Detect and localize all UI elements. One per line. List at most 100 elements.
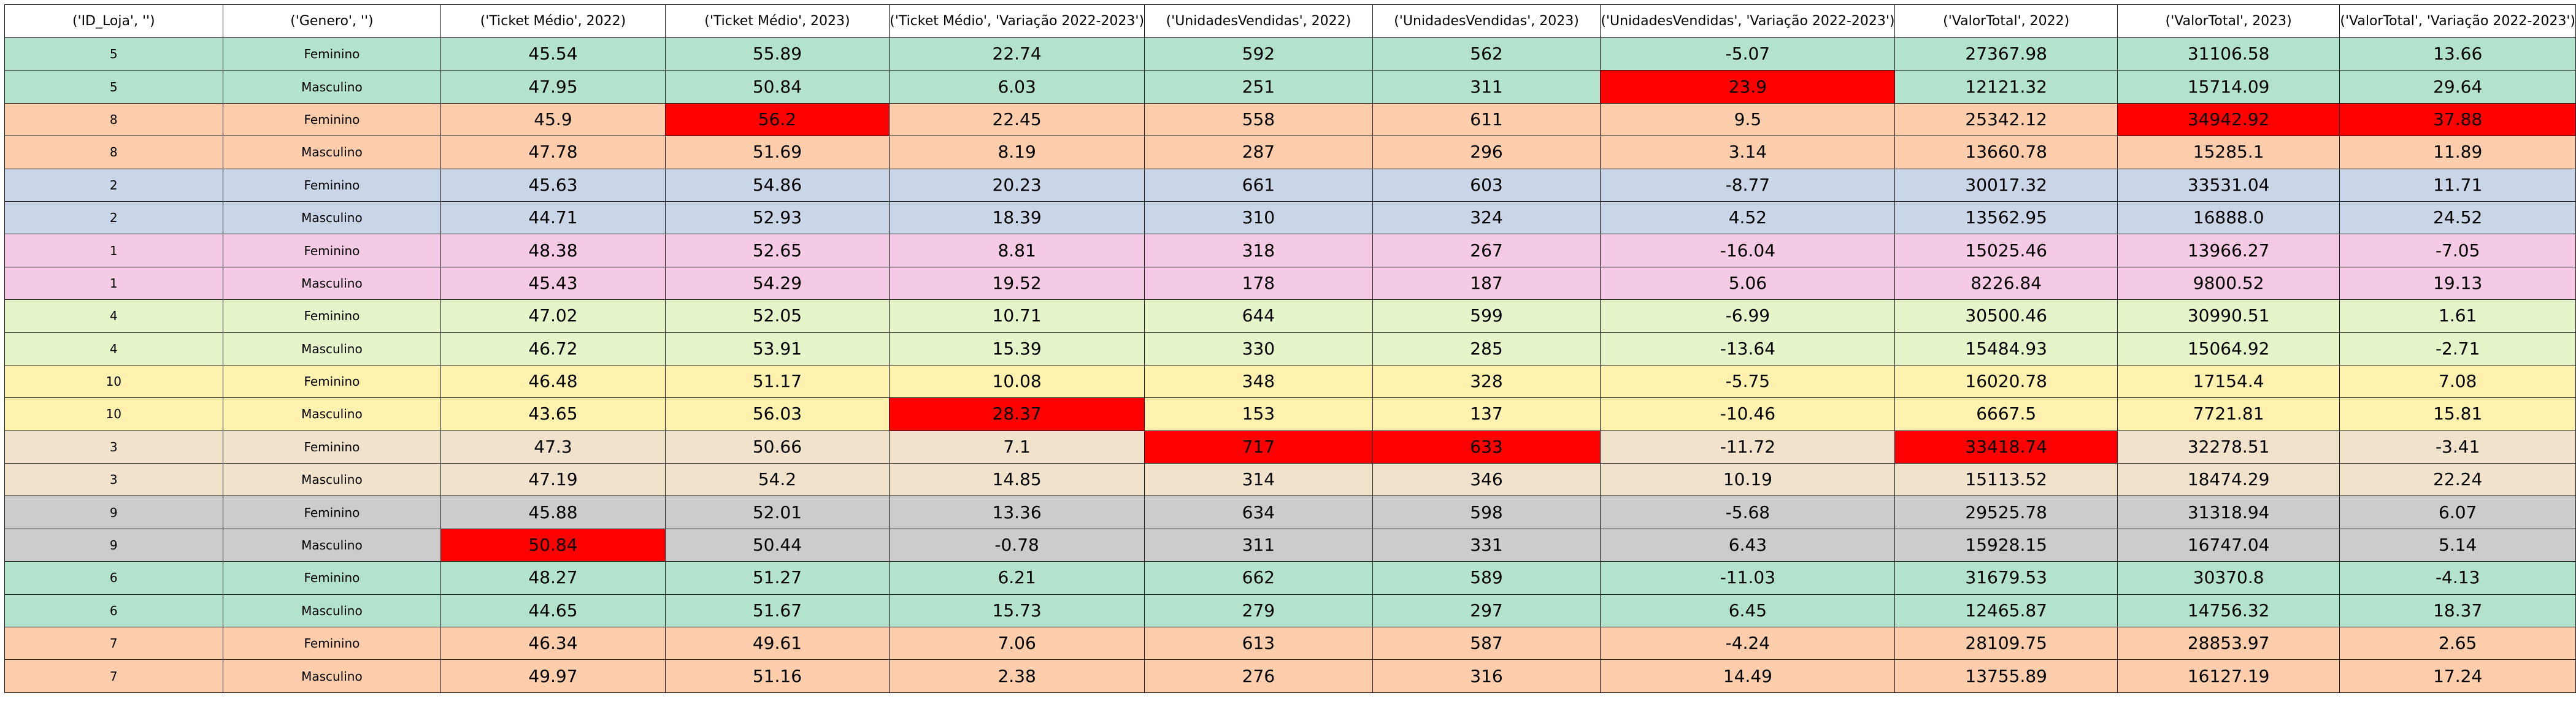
table-cell: 592 bbox=[1144, 37, 1373, 71]
table-cell: Feminino bbox=[222, 364, 442, 399]
table-cell: 6.21 bbox=[889, 561, 1145, 595]
table-cell: 10.08 bbox=[889, 364, 1145, 399]
table-cell: 47.3 bbox=[440, 430, 666, 464]
table-cell: 346 bbox=[1372, 463, 1601, 497]
table-cell: 13562.95 bbox=[1894, 201, 2118, 235]
table-cell: 8 bbox=[4, 102, 223, 137]
table-cell: Masculino bbox=[222, 332, 442, 365]
table-cell: 8.19 bbox=[889, 136, 1145, 169]
table-cell: 52.05 bbox=[664, 299, 890, 333]
table-cell: 28.37 bbox=[889, 397, 1145, 431]
table-cell: 54.86 bbox=[664, 168, 890, 202]
table-cell: 45.43 bbox=[440, 266, 666, 300]
table-cell: 37.88 bbox=[2339, 102, 2576, 137]
table-row: 6 Feminino 48.27 51.27 6.21 662 589 -11.03 31679… bbox=[4, 561, 2576, 595]
table-cell: 31106.58 bbox=[2117, 37, 2340, 71]
table-cell: 633 bbox=[1372, 430, 1601, 464]
table-row: 10 Feminino 46.48 51.17 10.08 348 328 -5.75 1602… bbox=[4, 364, 2576, 399]
table-row: 8 Masculino 47.78 51.69 8.19 287 296 3.14 13660.… bbox=[4, 136, 2576, 169]
table-cell: 7.1 bbox=[889, 430, 1145, 464]
table-cell: 13755.89 bbox=[1894, 659, 2118, 693]
table-cell: 330 bbox=[1144, 332, 1373, 365]
table-cell: -4.24 bbox=[1600, 627, 1896, 660]
table-cell: 311 bbox=[1372, 70, 1601, 104]
table-cell: 15064.92 bbox=[2117, 332, 2340, 365]
table-cell: -5.68 bbox=[1600, 495, 1896, 529]
table-cell: Masculino bbox=[222, 70, 442, 104]
table-cell: 6.45 bbox=[1600, 594, 1896, 628]
table-cell: -6.99 bbox=[1600, 299, 1896, 333]
table-cell: 46.72 bbox=[440, 332, 666, 365]
table-cell: 276 bbox=[1144, 659, 1373, 693]
table-cell: 54.29 bbox=[664, 266, 890, 300]
table-cell: Masculino bbox=[222, 463, 442, 497]
table-cell: 46.34 bbox=[440, 627, 666, 660]
table-cell: -4.13 bbox=[2339, 561, 2576, 595]
table-cell: 662 bbox=[1144, 561, 1373, 595]
table-cell: 51.27 bbox=[664, 561, 890, 595]
table-cell: 17.24 bbox=[2339, 659, 2576, 693]
table-cell: 50.44 bbox=[664, 528, 890, 562]
table-row: 2 Masculino 44.71 52.93 18.39 310 324 4.52 13562… bbox=[4, 201, 2576, 235]
table-cell: 32278.51 bbox=[2117, 430, 2340, 464]
table-cell: Feminino bbox=[222, 234, 442, 267]
table-cell: 22.24 bbox=[2339, 463, 2576, 497]
table-cell: 5 bbox=[4, 70, 223, 104]
table-cell: 634 bbox=[1144, 495, 1373, 529]
table-row: 3 Feminino 47.3 50.66 7.1 717 633 -11.72 33418.7… bbox=[4, 430, 2576, 464]
table-cell: 7721.81 bbox=[2117, 397, 2340, 431]
table-cell: 9800.52 bbox=[2117, 266, 2340, 300]
table-cell: 661 bbox=[1144, 168, 1373, 202]
table-row: 5 Masculino 47.95 50.84 6.03 251 311 23.9 12121.… bbox=[4, 70, 2576, 104]
table-cell: 7.06 bbox=[889, 627, 1145, 660]
table-cell: 19.13 bbox=[2339, 266, 2576, 300]
table-cell: 10 bbox=[4, 397, 223, 431]
table-cell: Masculino bbox=[222, 201, 442, 235]
table-cell: 56.2 bbox=[664, 102, 890, 137]
table-cell: 2.38 bbox=[889, 659, 1145, 693]
column-header: ('UnidadesVendidas', 2023) bbox=[1372, 4, 1601, 38]
table-cell: 6 bbox=[4, 594, 223, 628]
table-cell: 4 bbox=[4, 299, 223, 333]
table-cell: 52.93 bbox=[664, 201, 890, 235]
table-cell: Masculino bbox=[222, 266, 442, 300]
table-cell: -10.46 bbox=[1600, 397, 1896, 431]
table-cell: 13966.27 bbox=[2117, 234, 2340, 267]
table-cell: 297 bbox=[1372, 594, 1601, 628]
table-cell: 7.08 bbox=[2339, 364, 2576, 399]
table-cell: 558 bbox=[1144, 102, 1373, 137]
table-cell: 13.66 bbox=[2339, 37, 2576, 71]
table-cell: -0.78 bbox=[889, 528, 1145, 562]
table-cell: 7 bbox=[4, 627, 223, 660]
table-cell: -13.64 bbox=[1600, 332, 1896, 365]
table-cell: Feminino bbox=[222, 561, 442, 595]
table-cell: 51.67 bbox=[664, 594, 890, 628]
column-header: ('Ticket Médio', 2022) bbox=[440, 4, 666, 38]
table-cell: 22.74 bbox=[889, 37, 1145, 71]
table-cell: 15.73 bbox=[889, 594, 1145, 628]
table-cell: 29.64 bbox=[2339, 70, 2576, 104]
table-cell: 2 bbox=[4, 168, 223, 202]
table-cell: 5 bbox=[4, 37, 223, 71]
table-cell: 45.9 bbox=[440, 102, 666, 137]
table-cell: 8.81 bbox=[889, 234, 1145, 267]
table-cell: 18474.29 bbox=[2117, 463, 2340, 497]
table-row: 7 Feminino 46.34 49.61 7.06 613 587 -4.24 28109.… bbox=[4, 627, 2576, 660]
table-cell: 613 bbox=[1144, 627, 1373, 660]
table-cell: 1 bbox=[4, 266, 223, 300]
table-cell: 48.27 bbox=[440, 561, 666, 595]
table-row: 7 Masculino 49.97 51.16 2.38 276 316 14.49 13755… bbox=[4, 659, 2576, 693]
table-row: 2 Feminino 45.63 54.86 20.23 661 603 -8.77 30017… bbox=[4, 168, 2576, 202]
table-body: ('ID_Loja', '') ('Genero', '') ('Ticket Mé… bbox=[4, 4, 2576, 693]
table-row: 4 Masculino 46.72 53.91 15.39 330 285 -13.64 154… bbox=[4, 332, 2576, 365]
table-cell: 54.2 bbox=[664, 463, 890, 497]
table-cell: 314 bbox=[1144, 463, 1373, 497]
table-cell: 45.54 bbox=[440, 37, 666, 71]
table-cell: 17154.4 bbox=[2117, 364, 2340, 399]
table-cell: 5.06 bbox=[1600, 266, 1896, 300]
table-cell: 644 bbox=[1144, 299, 1373, 333]
table-cell: 14756.32 bbox=[2117, 594, 2340, 628]
table-cell: 9.5 bbox=[1600, 102, 1896, 137]
table-cell: Masculino bbox=[222, 136, 442, 169]
table-cell: 49.61 bbox=[664, 627, 890, 660]
